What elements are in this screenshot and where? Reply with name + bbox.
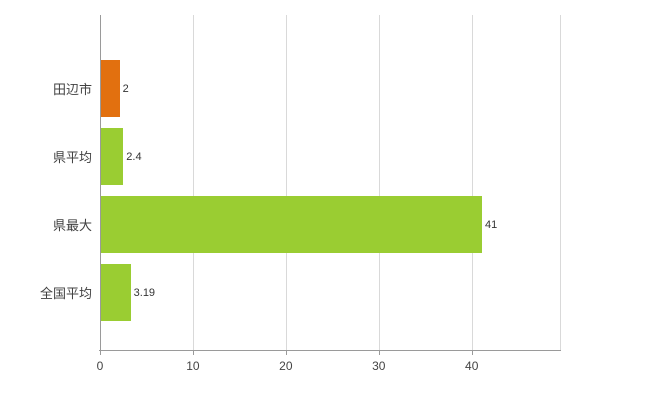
x-tick-mark xyxy=(192,350,194,355)
value-label: 2.4 xyxy=(126,150,142,163)
x-tick-mark xyxy=(285,350,287,355)
x-tick-label: 20 xyxy=(279,359,293,373)
gridline xyxy=(378,15,380,350)
x-tick-label: 40 xyxy=(465,359,479,373)
category-label: 全国平均 xyxy=(39,286,92,301)
category-label: 田辺市 xyxy=(52,82,92,97)
plot-right-border xyxy=(560,15,561,350)
gridline xyxy=(285,15,287,350)
x-tick-mark xyxy=(471,350,473,355)
x-tick-label: 0 xyxy=(96,359,104,373)
value-label: 41 xyxy=(485,218,498,231)
bar xyxy=(101,128,124,185)
x-tick-label: 10 xyxy=(186,359,200,373)
y-axis-line xyxy=(100,15,101,350)
x-axis-line xyxy=(99,350,561,351)
value-label: 3.19 xyxy=(133,286,156,299)
bar xyxy=(101,60,120,117)
value-label: 2 xyxy=(122,82,129,95)
x-tick-mark xyxy=(100,350,101,355)
bar xyxy=(101,196,482,253)
gridline xyxy=(192,15,194,350)
x-tick-mark xyxy=(378,350,380,355)
category-label: 県最大 xyxy=(52,218,92,233)
bar xyxy=(101,264,131,321)
gridline xyxy=(471,15,473,350)
x-tick-label: 30 xyxy=(372,359,386,373)
category-label: 県平均 xyxy=(52,150,92,165)
